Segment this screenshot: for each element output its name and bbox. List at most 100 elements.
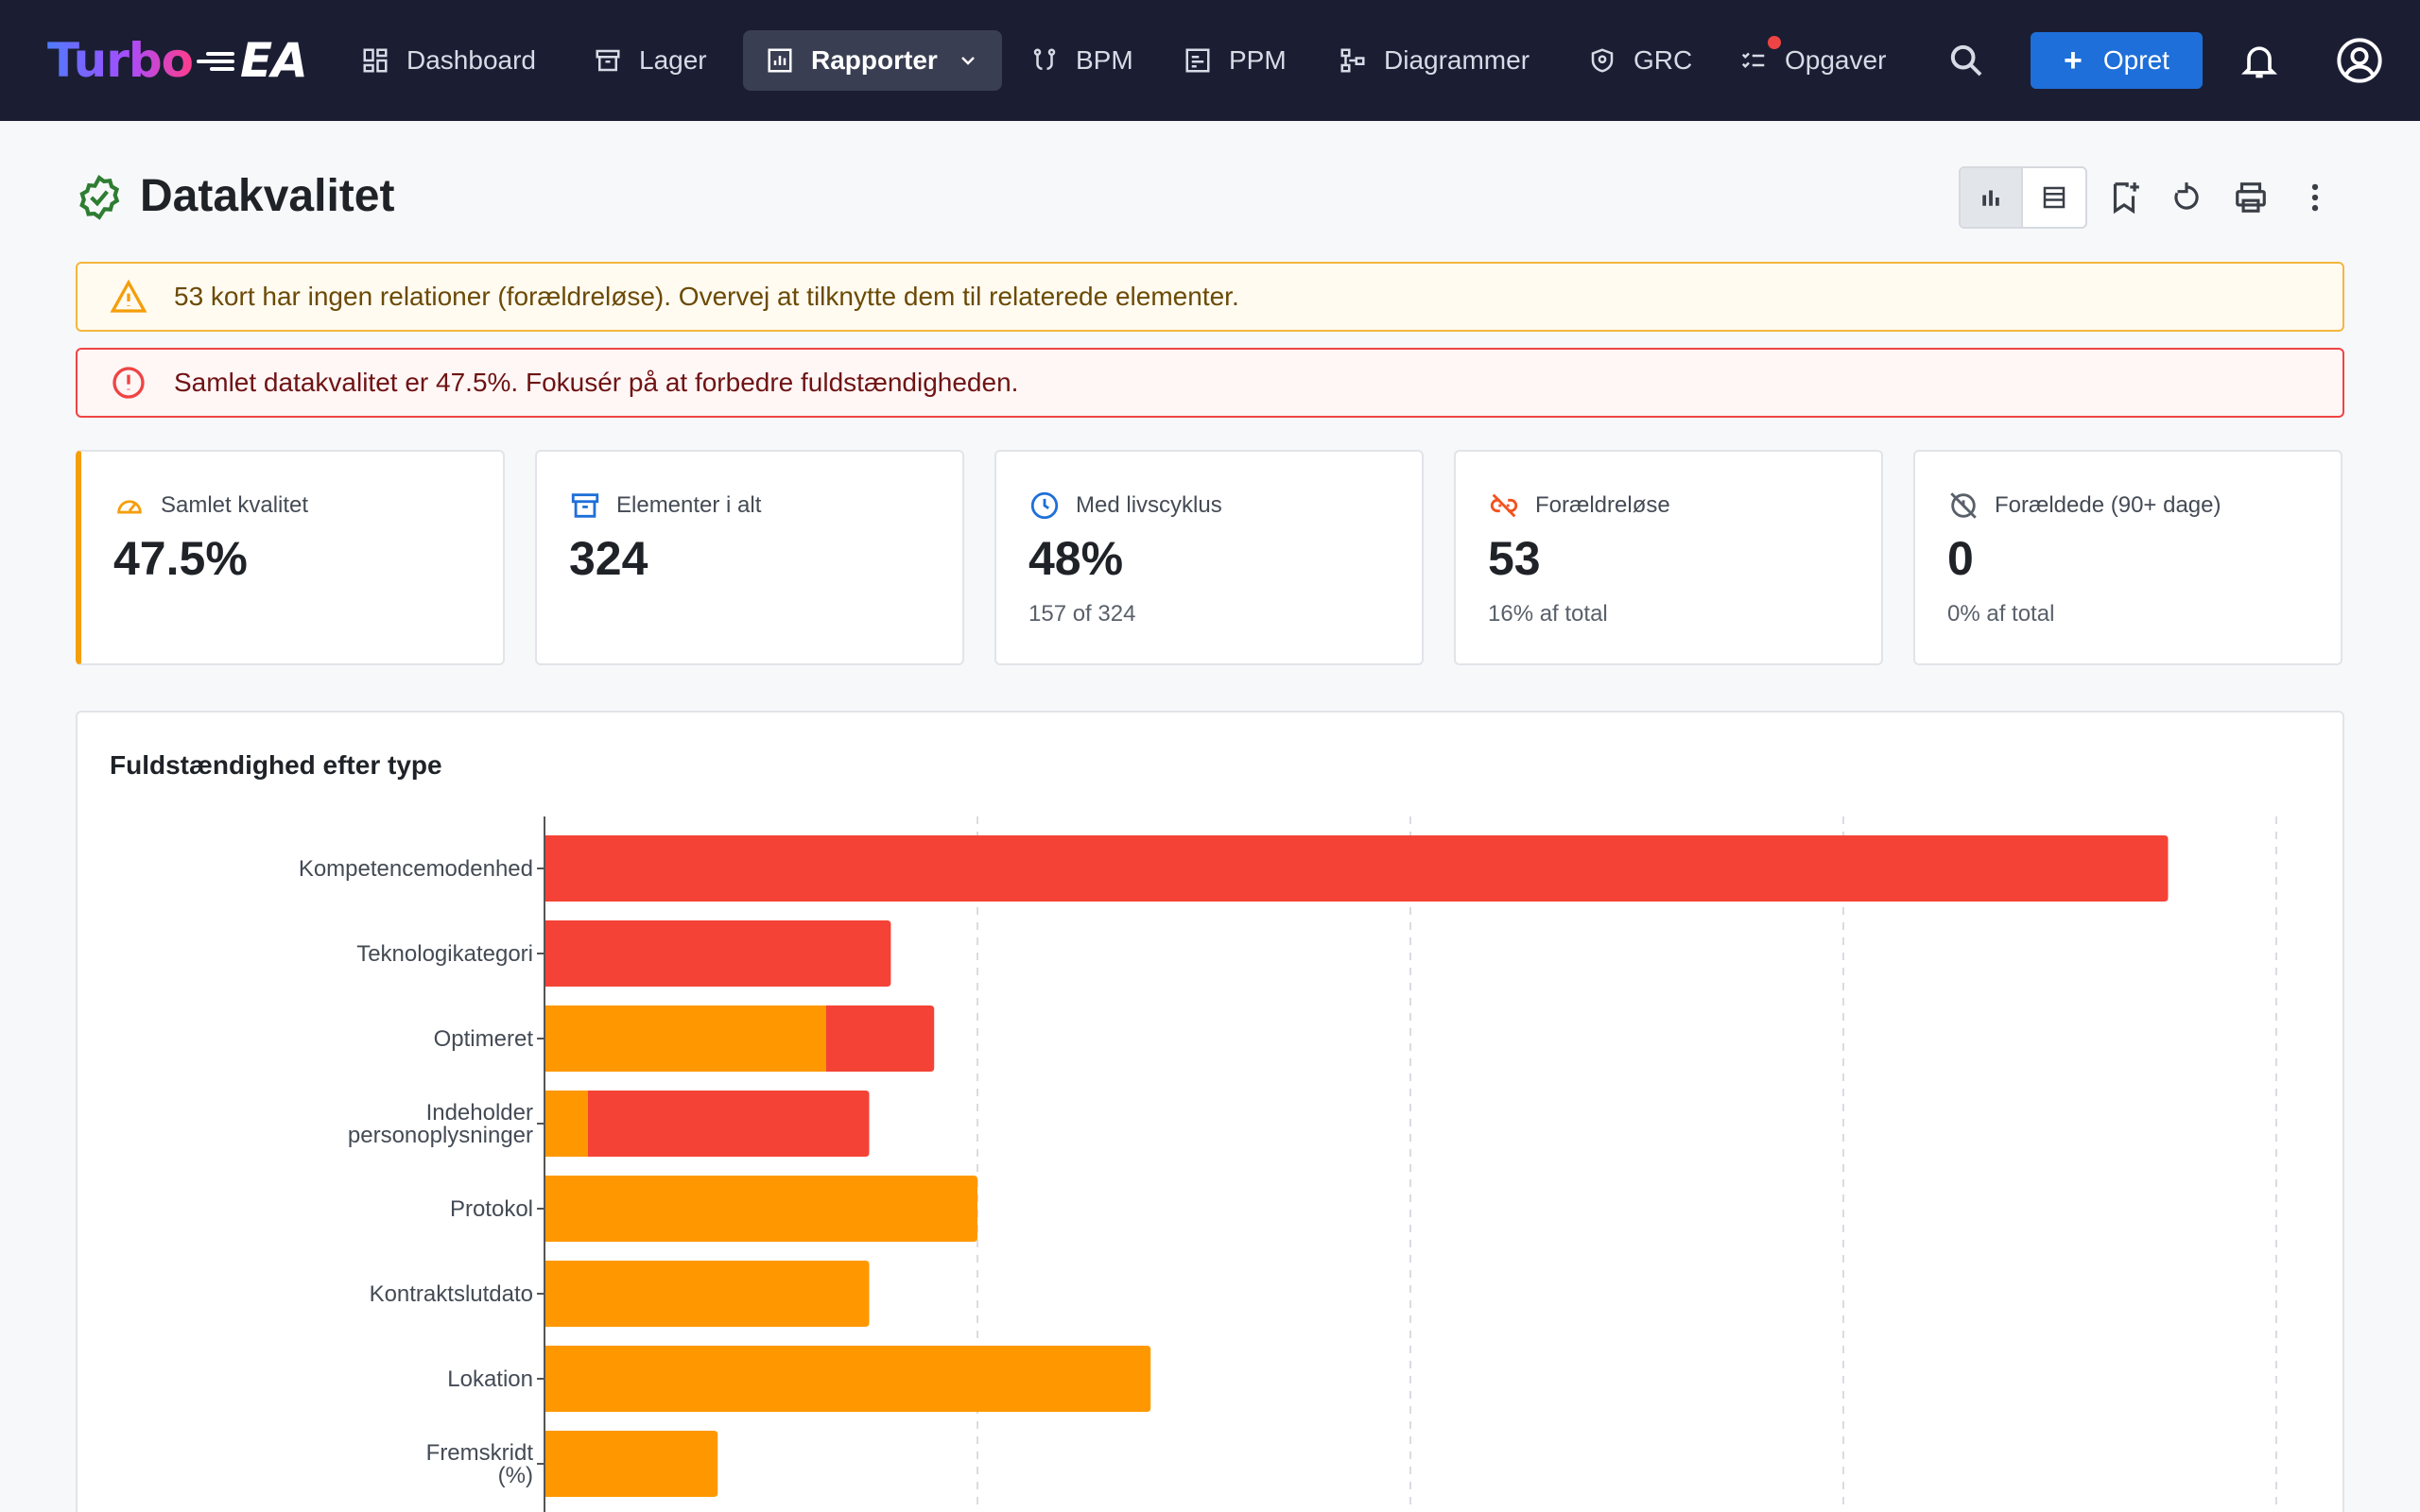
stat-card-value: 48% <box>1028 532 1124 585</box>
create-button-label: Opret <box>2102 45 2169 75</box>
nav-opgaver[interactable]: Opgaver <box>1739 30 1886 91</box>
table-icon <box>2043 186 2066 209</box>
stat-card-overall-quality: Samlet kvalitet 47.5% <box>76 450 505 665</box>
stat-card-value: 53 <box>1488 532 1541 585</box>
stat-card-label-row: Forældede (90+ dage) <box>1947 490 2221 522</box>
print-icon[interactable] <box>2233 180 2269 215</box>
bar-segment <box>544 1261 870 1327</box>
stat-card-label: Samlet kvalitet <box>161 492 309 518</box>
bar-segment <box>544 835 2169 902</box>
bar-segment <box>825 1005 935 1072</box>
stat-card-label: Med livscyklus <box>1076 492 1222 518</box>
bar-segment <box>544 1176 977 1242</box>
stat-card-value: 47.5% <box>113 532 248 585</box>
y-axis-tick-label: Kompetencemodenhed <box>299 856 533 882</box>
page-title: Datakvalitet <box>140 171 395 221</box>
nav-rapporter[interactable]: Rapporter <box>743 30 1002 91</box>
stat-card-with-lifecycle: Med livscyklus 48% 157 of 324 <box>994 450 1424 665</box>
y-axis-tick-label: Kontraktslutdato <box>370 1281 533 1307</box>
nav-bpm-label: BPM <box>1076 45 1133 75</box>
create-button[interactable]: + Opret <box>2031 32 2203 89</box>
bar-chart-icon <box>1982 190 1999 206</box>
stat-card-label: Forældreløse <box>1535 492 1670 518</box>
stat-card-label-row: Med livscyklus <box>1028 490 1222 522</box>
error-icon <box>112 367 145 399</box>
y-axis-tick-label: Fremskridt (%) <box>426 1440 534 1488</box>
process-icon <box>1033 48 1056 70</box>
y-axis-tick-label: Optimeret <box>434 1026 534 1052</box>
y-axis-tick-label: Indeholder personoplysninger <box>348 1100 533 1148</box>
stat-card-value: 0 <box>1947 532 1974 585</box>
error-alert-text: Samlet datakvalitet er 47.5%. Fokusér på… <box>174 368 1019 397</box>
search-icon[interactable] <box>1947 42 1985 79</box>
y-axis-tick-label: Lokation <box>447 1366 533 1392</box>
nav-ppm-label: PPM <box>1229 45 1287 75</box>
nav-dashboard-label: Dashboard <box>406 45 536 75</box>
stat-card-subtext: 157 of 324 <box>1028 601 1136 627</box>
warning-alert: 53 kort har ingen relationer (forældrelø… <box>76 262 2344 332</box>
nav-grc[interactable]: GRC <box>1588 30 1692 91</box>
table-view-button[interactable] <box>2023 168 2085 227</box>
nav-diagrammer-label: Diagrammer <box>1384 45 1530 75</box>
brand-logo[interactable]: Turbo EA <box>47 28 308 93</box>
speed-lines-icon <box>197 46 235 75</box>
account-circle-icon[interactable] <box>2335 36 2384 85</box>
archive-icon <box>596 49 620 72</box>
completeness-bar-chart: Kompetencemodenhed Teknologikategori Optim… <box>299 816 2277 1512</box>
bookmark-add-icon[interactable] <box>2106 180 2142 215</box>
stat-card-stale: Forældede (90+ dage) 0 0% af total <box>1913 450 2342 665</box>
completeness-chart-panel: Fuldstændighed efter type Kompetencemode… <box>76 711 2344 1512</box>
stat-card-label: Elementer i alt <box>616 492 762 518</box>
archive-icon <box>571 493 599 518</box>
brand-logo-ea: EA <box>240 33 308 88</box>
nav-opgaver-label: Opgaver <box>1785 45 1887 75</box>
chevron-down-icon <box>960 57 975 65</box>
bar-segment <box>544 1091 588 1157</box>
chart-view-button[interactable] <box>1961 168 2023 227</box>
notification-dot <box>1768 36 1781 49</box>
nav-rapporter-label: Rapporter <box>811 45 938 75</box>
link-off-icon <box>1490 493 1518 518</box>
y-axis-tick-label: Teknologikategori <box>356 941 533 967</box>
dashboard-icon <box>363 48 388 73</box>
stat-card-label-row: Elementer i alt <box>569 490 761 522</box>
stat-card-label-row: Samlet kvalitet <box>113 490 308 522</box>
bar-segment <box>544 920 891 987</box>
bar-segment <box>544 1346 1151 1412</box>
diagram-icon <box>1340 48 1365 73</box>
nav-bpm[interactable]: BPM <box>1030 30 1133 91</box>
warning-icon <box>110 279 147 313</box>
stat-card-value: 324 <box>569 532 648 585</box>
stat-card-subtext: 16% af total <box>1488 601 1608 627</box>
stat-card-label-row: Forældreløse <box>1488 490 1670 522</box>
stat-card-total-elements: Elementer i alt 324 <box>535 450 964 665</box>
reset-icon[interactable] <box>2169 180 2204 215</box>
project-icon <box>1185 48 1210 73</box>
nav-grc-label: GRC <box>1634 45 1693 75</box>
nav-diagrammer[interactable]: Diagrammer <box>1339 30 1530 91</box>
view-toggle <box>1959 166 2087 229</box>
stat-card-label: Forældede (90+ dage) <box>1995 492 2221 518</box>
shield-icon <box>1591 48 1614 73</box>
bar-segment <box>544 1005 826 1072</box>
error-alert: Samlet datakvalitet er 47.5%. Fokusér på… <box>76 348 2344 418</box>
clock-off-icon <box>1950 492 1977 519</box>
nav-ppm[interactable]: PPM <box>1184 30 1287 91</box>
report-icon <box>768 48 792 73</box>
clock-icon <box>1030 491 1059 520</box>
warning-alert-text: 53 kort har ingen relationer (forældrelø… <box>174 282 1239 311</box>
bar-segment <box>587 1091 870 1157</box>
brand-logo-turbo: Turbo <box>47 33 194 88</box>
stat-card-subtext: 0% af total <box>1947 601 2055 627</box>
plus-icon: + <box>2064 43 2083 78</box>
y-axis-tick-label: Protokol <box>450 1196 533 1222</box>
nav-dashboard[interactable]: Dashboard <box>361 30 536 91</box>
gauge-icon <box>117 500 142 514</box>
chart-panel-title: Fuldstændighed efter type <box>110 750 442 780</box>
verified-badge-icon <box>79 175 120 220</box>
bell-icon[interactable] <box>2238 40 2280 81</box>
nav-lager[interactable]: Lager <box>594 30 707 91</box>
more-vert-icon[interactable] <box>2297 180 2333 215</box>
bar-segment <box>544 1431 718 1497</box>
stat-card-orphans: Forældreløse 53 16% af total <box>1454 450 1883 665</box>
